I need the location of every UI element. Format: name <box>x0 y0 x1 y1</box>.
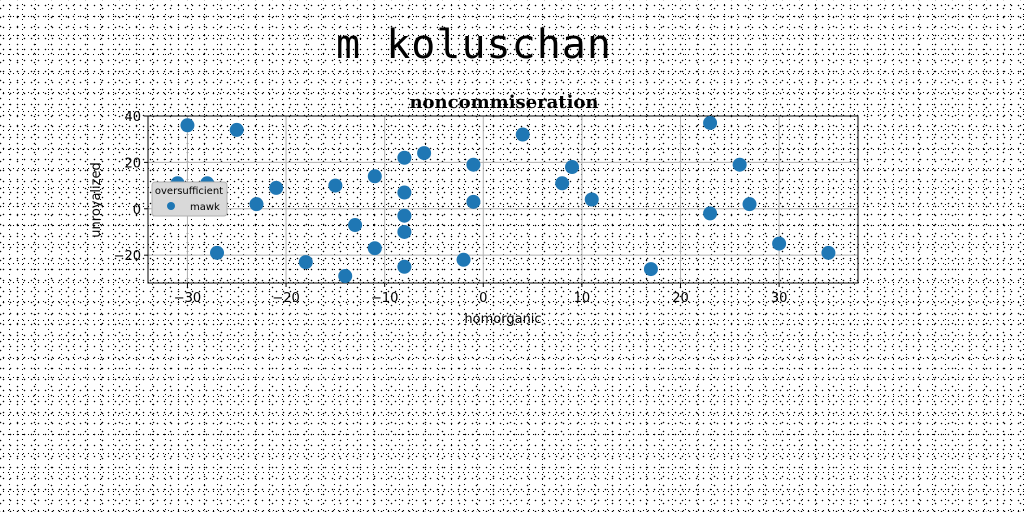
data-point <box>210 245 225 260</box>
data-point <box>180 118 195 133</box>
x-axis-label: homorganic <box>464 312 541 327</box>
chart-title: noncommiseration <box>409 92 598 113</box>
data-point <box>328 178 343 193</box>
data-point <box>397 185 412 200</box>
data-point <box>249 197 264 212</box>
y-tick-label: 0 <box>133 203 141 218</box>
data-point <box>298 255 313 270</box>
legend-entry-label: mawk <box>190 202 220 213</box>
legend-marker <box>167 202 175 210</box>
x-tick-label: −20 <box>272 291 299 306</box>
data-point <box>742 197 757 212</box>
data-point <box>397 208 412 223</box>
x-tick-label: 0 <box>479 291 487 306</box>
data-point <box>229 122 244 137</box>
data-point <box>367 241 382 256</box>
data-point <box>397 224 412 239</box>
x-tick-label: −30 <box>174 291 201 306</box>
y-axis-label: unroyalized <box>89 162 104 237</box>
data-point <box>643 262 658 277</box>
data-point <box>772 236 787 251</box>
data-point <box>703 206 718 221</box>
data-point <box>466 194 481 209</box>
data-point <box>397 150 412 165</box>
data-point <box>515 127 530 142</box>
data-point <box>584 192 599 207</box>
data-point <box>338 269 353 284</box>
data-point <box>367 169 382 184</box>
x-tick-label: −10 <box>371 291 398 306</box>
data-point <box>269 180 284 195</box>
x-tick-label: 10 <box>574 291 591 306</box>
data-point <box>466 157 481 172</box>
page-title: m koluschan <box>336 22 612 68</box>
data-point <box>456 252 471 267</box>
x-tick-label: 20 <box>672 291 689 306</box>
axis-ticks: −30 −20 −10 0 10 20 30 −20 0 20 40 <box>114 110 788 306</box>
data-point <box>555 176 570 191</box>
data-points <box>170 115 836 284</box>
data-point <box>348 218 363 233</box>
data-point <box>397 259 412 274</box>
y-tick-label: −20 <box>114 249 141 264</box>
data-point <box>417 146 432 161</box>
plot-area <box>147 115 859 284</box>
legend-title: oversufficient <box>155 186 223 197</box>
data-point <box>565 160 580 175</box>
data-point <box>732 157 747 172</box>
y-tick-label: 20 <box>124 156 141 171</box>
legend: oversufficient mawk <box>151 181 228 217</box>
y-tick-label: 40 <box>124 110 141 125</box>
x-tick-label: 30 <box>771 291 788 306</box>
data-point <box>821 245 836 260</box>
data-point <box>703 115 718 130</box>
